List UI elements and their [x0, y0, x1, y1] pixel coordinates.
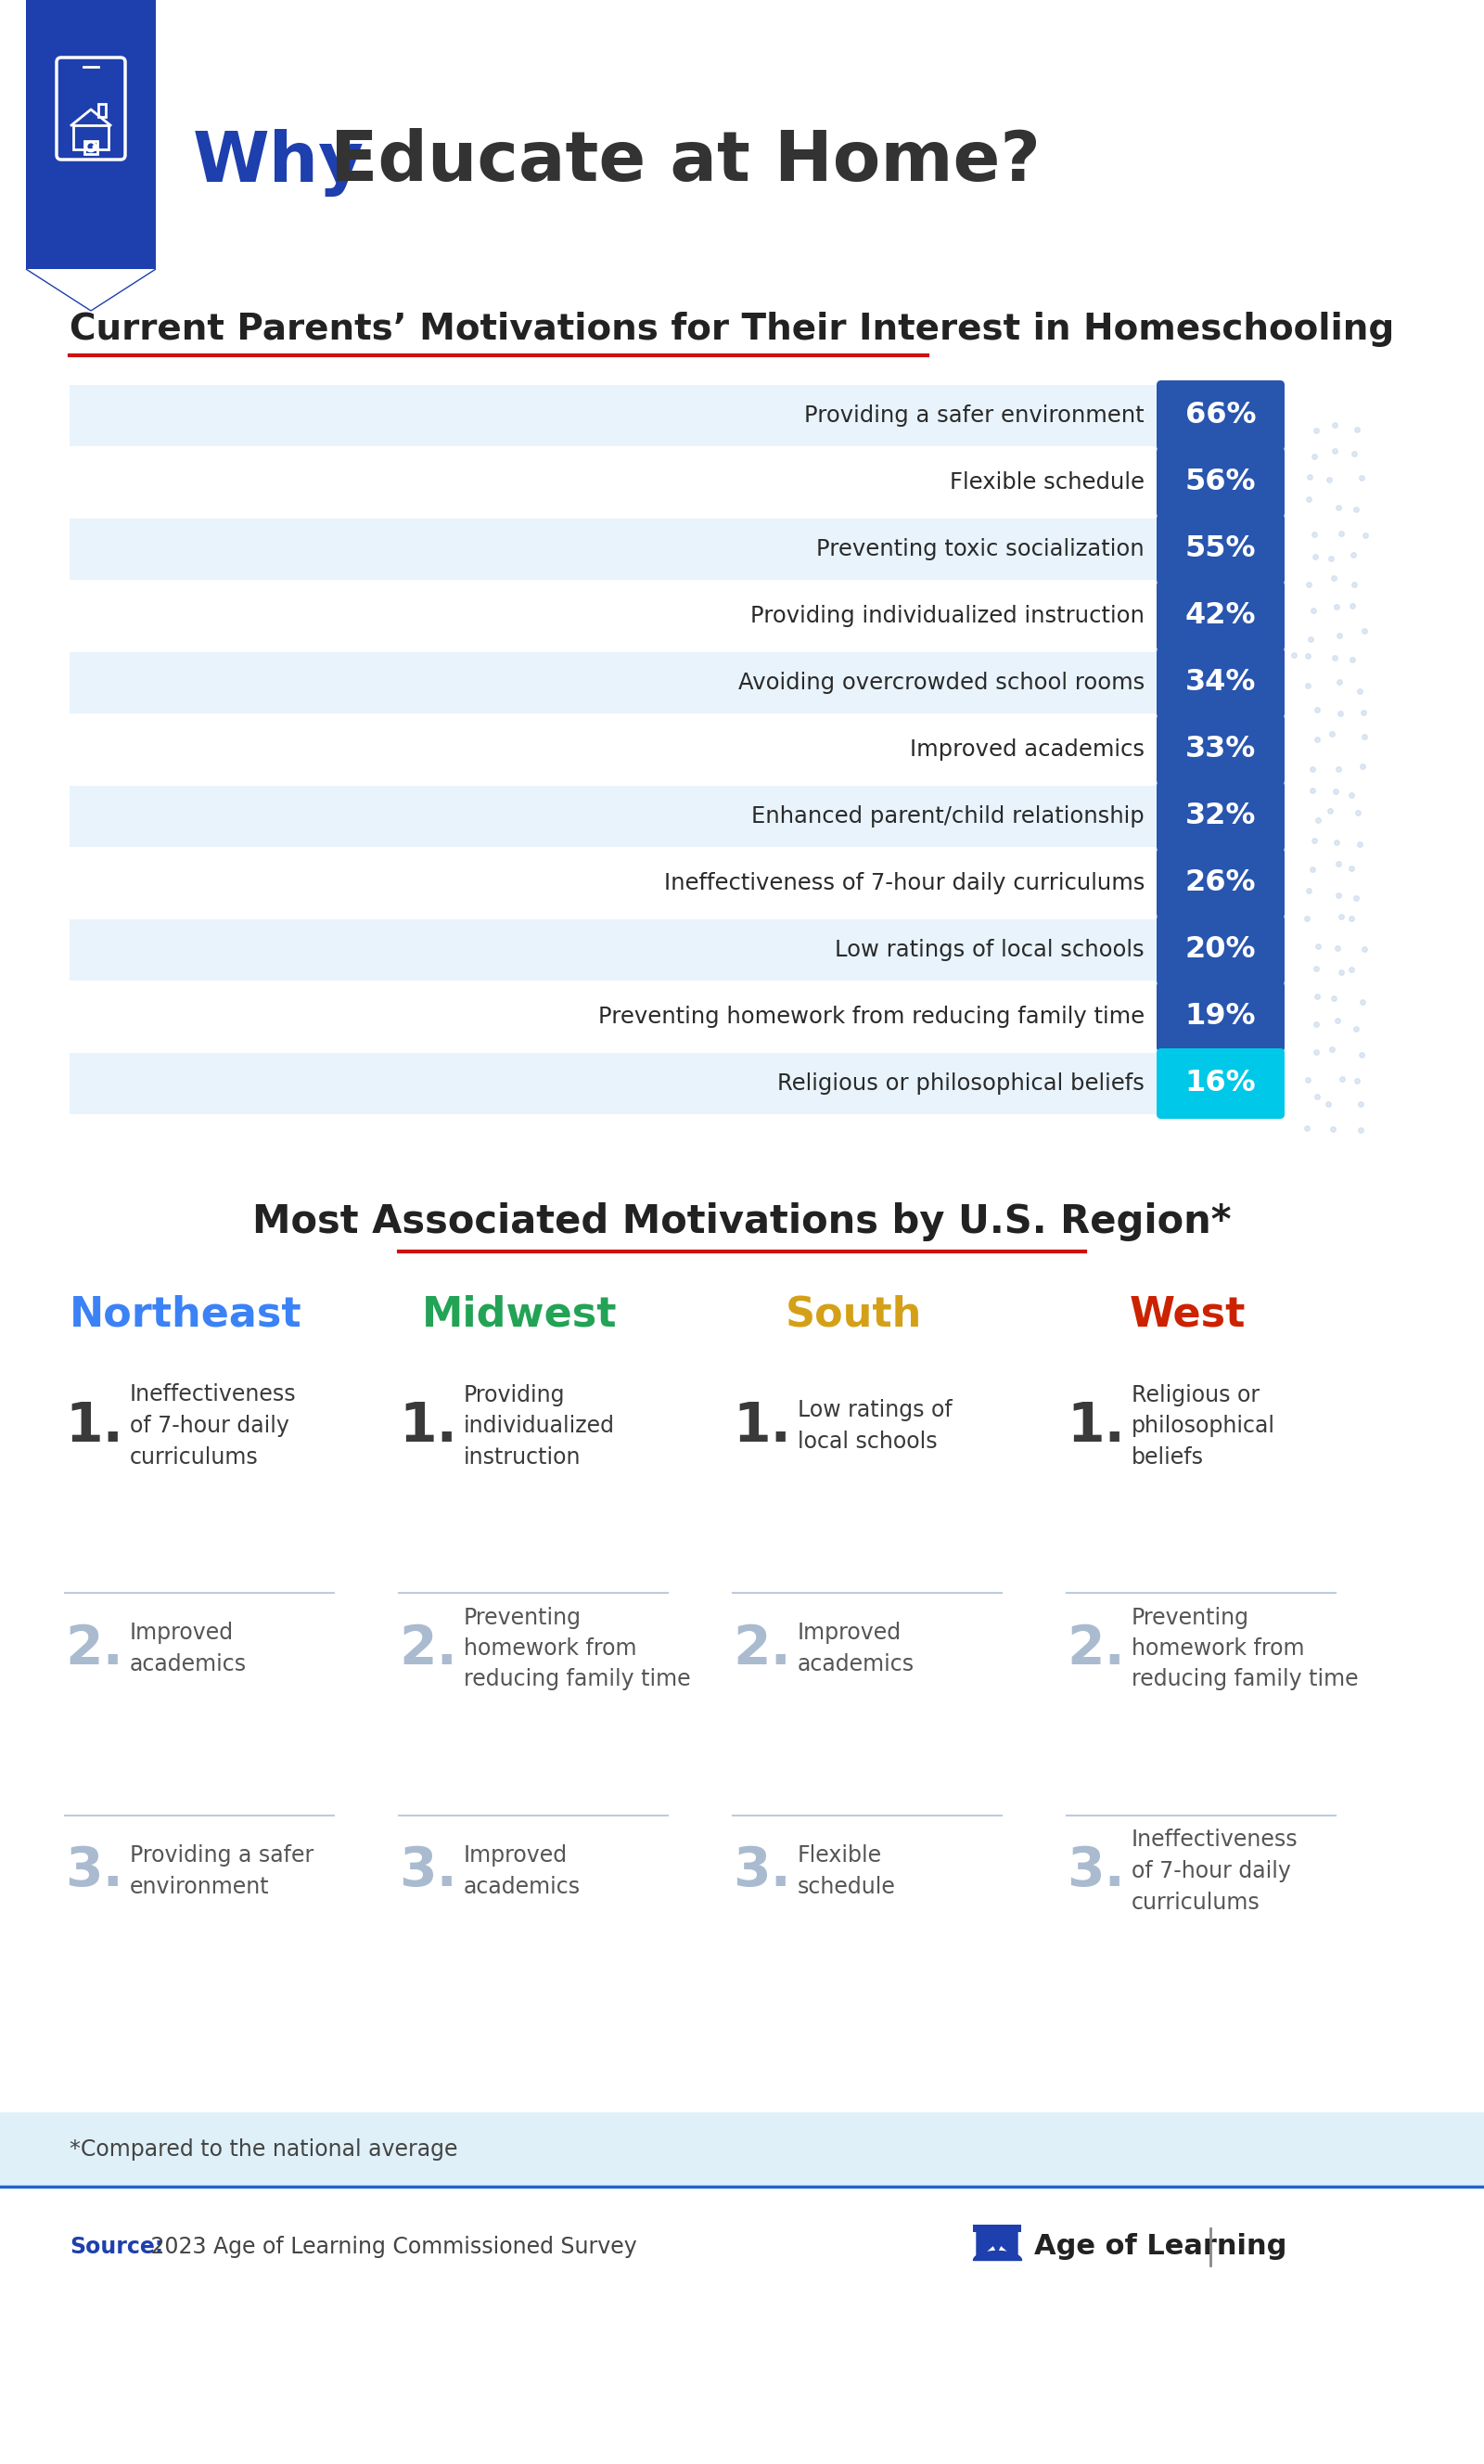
- Text: 1.: 1.: [399, 1400, 457, 1451]
- Bar: [70, 586, 1160, 646]
- Text: Low ratings of local schools: Low ratings of local schools: [835, 939, 1144, 961]
- Bar: [98, 103, 105, 116]
- FancyBboxPatch shape: [1156, 715, 1285, 786]
- Text: South: South: [785, 1294, 922, 1335]
- Text: *Compared to the national average: *Compared to the national average: [70, 2139, 457, 2161]
- FancyBboxPatch shape: [1156, 515, 1285, 584]
- Text: 26%: 26%: [1186, 870, 1255, 897]
- Text: Providing a safer environment: Providing a safer environment: [804, 404, 1144, 426]
- Bar: [70, 853, 1160, 914]
- Text: Improved
academics: Improved academics: [463, 1846, 580, 1897]
- FancyBboxPatch shape: [1156, 446, 1285, 517]
- Text: 3.: 3.: [399, 1846, 457, 1897]
- Polygon shape: [27, 269, 91, 310]
- Polygon shape: [91, 269, 156, 310]
- Bar: [70, 384, 1160, 446]
- Text: Improved academics: Improved academics: [910, 739, 1144, 761]
- Text: 1.: 1.: [65, 1400, 123, 1451]
- Text: 2.: 2.: [65, 1621, 123, 1676]
- FancyBboxPatch shape: [1156, 914, 1285, 986]
- Text: 19%: 19%: [1186, 1003, 1255, 1030]
- Text: Enhanced parent/child relationship: Enhanced parent/child relationship: [751, 806, 1144, 828]
- FancyBboxPatch shape: [1156, 848, 1285, 919]
- Text: 2.: 2.: [1067, 1621, 1125, 1676]
- Bar: [70, 451, 1160, 513]
- Bar: [85, 140, 98, 153]
- FancyBboxPatch shape: [1156, 582, 1285, 650]
- Bar: [73, 126, 108, 150]
- Text: 66%: 66%: [1186, 402, 1255, 431]
- Text: Low ratings of
local schools: Low ratings of local schools: [798, 1400, 953, 1454]
- Bar: [70, 517, 1160, 579]
- Text: Providing
individualized
instruction: Providing individualized instruction: [463, 1385, 614, 1469]
- Text: Preventing
homework from
reducing family time: Preventing homework from reducing family…: [463, 1607, 690, 1690]
- Text: Northeast: Northeast: [70, 1294, 301, 1335]
- Text: 33%: 33%: [1186, 734, 1255, 764]
- Text: 1.: 1.: [1067, 1400, 1125, 1451]
- Text: 2.: 2.: [733, 1621, 791, 1676]
- Text: Current Parents’ Motivations for Their Interest in Homeschooling: Current Parents’ Motivations for Their I…: [70, 313, 1395, 347]
- Text: Age of Learning: Age of Learning: [1034, 2232, 1287, 2259]
- Polygon shape: [976, 2232, 1018, 2259]
- Text: Ineffectiveness
of 7-hour daily
curriculums: Ineffectiveness of 7-hour daily curricul…: [131, 1385, 297, 1469]
- Text: Providing a safer
environment: Providing a safer environment: [131, 1846, 313, 1897]
- Text: 32%: 32%: [1186, 801, 1255, 830]
- Text: 1.: 1.: [733, 1400, 791, 1451]
- Text: 34%: 34%: [1186, 668, 1255, 697]
- Text: 56%: 56%: [1186, 468, 1255, 498]
- Text: Source:: Source:: [70, 2235, 163, 2257]
- Text: 16%: 16%: [1186, 1069, 1255, 1099]
- Text: Ineffectiveness
of 7-hour daily
curriculums: Ineffectiveness of 7-hour daily curricul…: [1132, 1828, 1298, 1915]
- Text: West: West: [1129, 1294, 1245, 1335]
- Bar: [27, 0, 156, 269]
- Text: 55%: 55%: [1186, 535, 1255, 564]
- Text: Religious or philosophical beliefs: Religious or philosophical beliefs: [778, 1072, 1144, 1094]
- FancyBboxPatch shape: [1156, 1047, 1285, 1119]
- Bar: [70, 786, 1160, 848]
- FancyBboxPatch shape: [1156, 648, 1285, 717]
- Text: 2023 Age of Learning Commissioned Survey: 2023 Age of Learning Commissioned Survey: [144, 2235, 637, 2257]
- Bar: [0, 2112, 1484, 2186]
- Bar: [70, 719, 1160, 781]
- Text: Avoiding overcrowded school rooms: Avoiding overcrowded school rooms: [738, 673, 1144, 695]
- Text: 3.: 3.: [1067, 1846, 1125, 1897]
- Text: Most Associated Motivations by U.S. Region*: Most Associated Motivations by U.S. Regi…: [252, 1202, 1232, 1242]
- Text: Preventing toxic socialization: Preventing toxic socialization: [816, 537, 1144, 559]
- Text: Ineffectiveness of 7-hour daily curriculums: Ineffectiveness of 7-hour daily curricul…: [663, 872, 1144, 894]
- Text: Midwest: Midwest: [421, 1294, 617, 1335]
- Text: 3.: 3.: [65, 1846, 123, 1897]
- Text: 2.: 2.: [399, 1621, 457, 1676]
- FancyBboxPatch shape: [1156, 379, 1285, 451]
- Text: Educate at Home?: Educate at Home?: [306, 128, 1040, 197]
- Text: Why: Why: [193, 128, 365, 197]
- Text: 20%: 20%: [1186, 936, 1255, 963]
- Text: Preventing
homework from
reducing family time: Preventing homework from reducing family…: [1132, 1607, 1358, 1690]
- Text: 3.: 3.: [733, 1846, 791, 1897]
- FancyBboxPatch shape: [1156, 981, 1285, 1052]
- Bar: [70, 1052, 1160, 1114]
- Text: Religious or
philosophical
beliefs: Religious or philosophical beliefs: [1132, 1385, 1275, 1469]
- Text: Flexible
schedule: Flexible schedule: [798, 1846, 896, 1897]
- Bar: [70, 986, 1160, 1047]
- Bar: [974, 2225, 1021, 2232]
- FancyBboxPatch shape: [1156, 781, 1285, 853]
- Text: Improved
academics: Improved academics: [798, 1621, 914, 1676]
- Bar: [70, 653, 1160, 715]
- Text: 42%: 42%: [1186, 601, 1255, 631]
- Text: Providing individualized instruction: Providing individualized instruction: [751, 604, 1144, 628]
- Text: Flexible schedule: Flexible schedule: [950, 471, 1144, 493]
- Text: Improved
academics: Improved academics: [131, 1621, 246, 1676]
- Bar: [70, 919, 1160, 981]
- Text: Preventing homework from reducing family time: Preventing homework from reducing family…: [598, 1005, 1144, 1027]
